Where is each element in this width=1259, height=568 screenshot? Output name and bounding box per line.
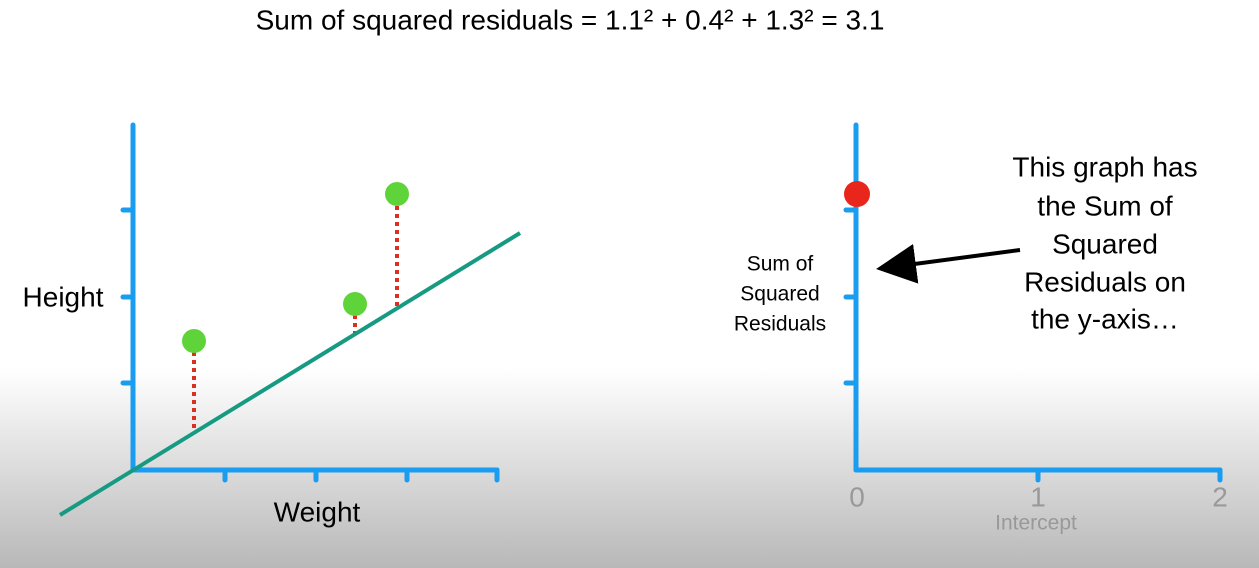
y-label-line: Squared [740, 283, 819, 306]
annotation-line: This graph has [1012, 151, 1197, 182]
arrow [876, 243, 1021, 284]
residuals [192, 206, 399, 433]
x-label: Weight [274, 496, 361, 527]
y-label: Sum of Squared Residuals [734, 253, 826, 336]
fit-line [58, 231, 522, 517]
y-label: Height [23, 281, 104, 312]
x-tick-label: 2 [1212, 481, 1228, 512]
x-tick-labels: 0 1 2 [849, 481, 1228, 512]
x-label: Intercept [995, 512, 1077, 535]
annotation-line: Squared [1052, 228, 1158, 259]
ticks [120, 207, 500, 483]
point [844, 181, 870, 207]
y-label-line: Residuals [734, 313, 826, 336]
ticks [843, 207, 1223, 483]
annotation: This graph has the Sum of Squared Residu… [1012, 151, 1197, 334]
y-label-line: Sum of [747, 253, 814, 276]
annotation-line: the y-axis… [1031, 303, 1179, 334]
annotation-line: Residuals on [1024, 266, 1186, 297]
annotation-line: the Sum of [1037, 190, 1173, 221]
x-tick-label: 1 [1030, 481, 1046, 512]
right-chart: Sum of Squared Residuals 0 1 2 Intercept… [734, 122, 1228, 535]
left-chart: Height Weight [23, 122, 522, 527]
points [182, 182, 409, 353]
x-tick-label: 0 [849, 481, 865, 512]
equation: Sum of squared residuals = 1.1² + 0.4² +… [256, 4, 885, 35]
